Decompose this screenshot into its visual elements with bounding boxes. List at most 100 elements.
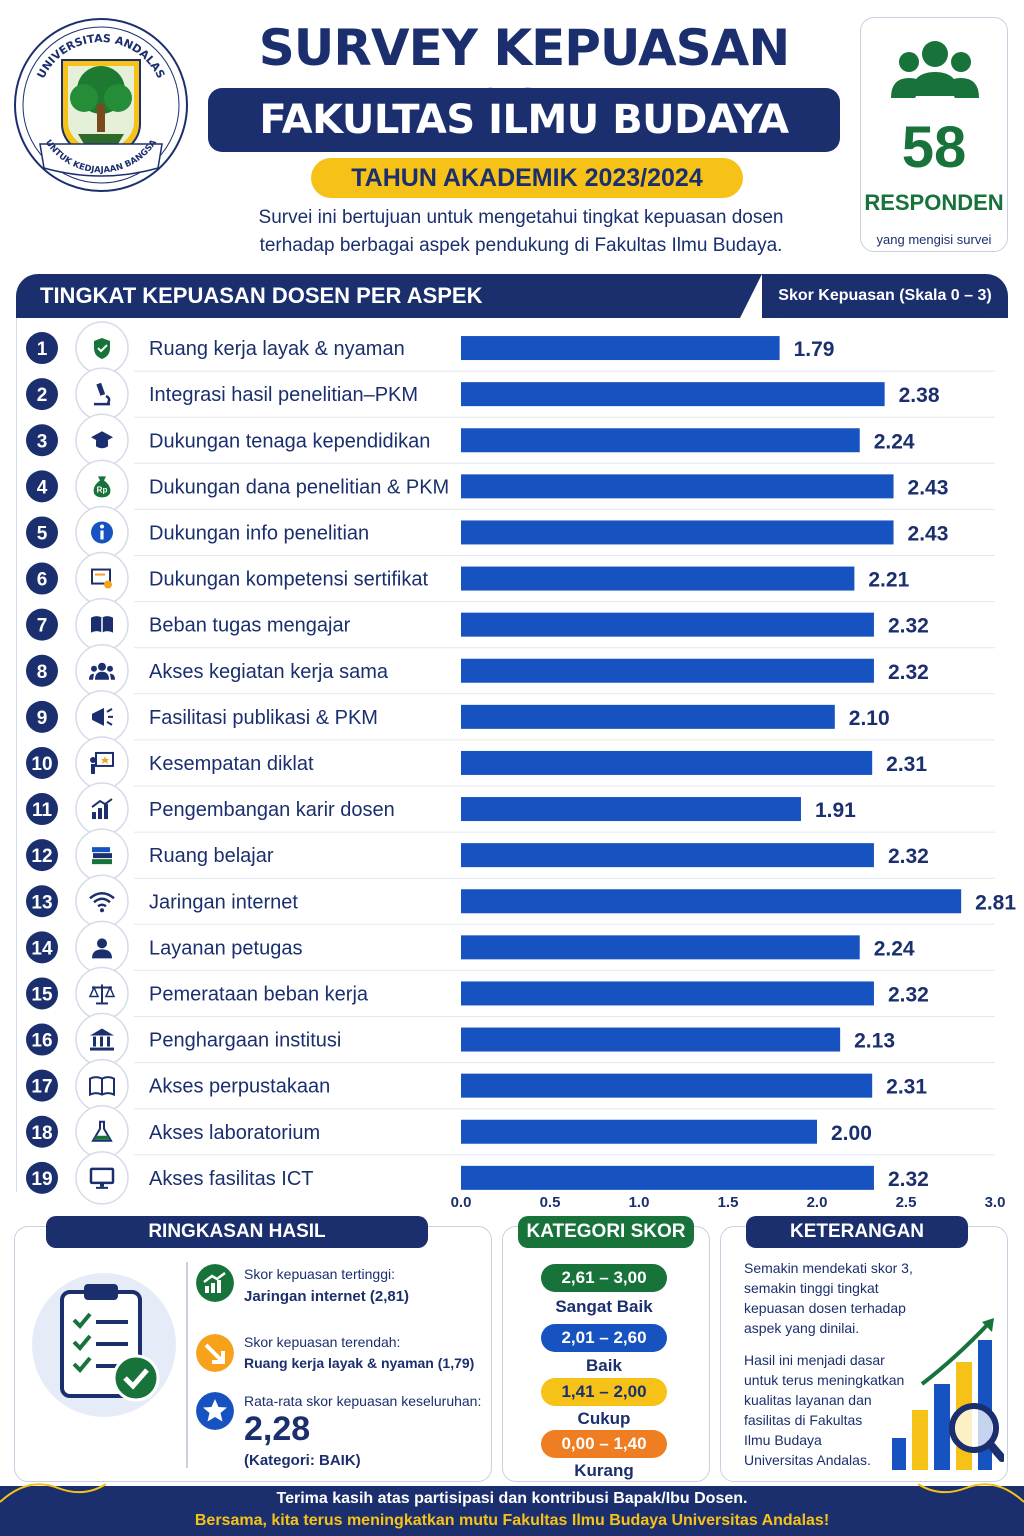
row-icon-circle (75, 1105, 129, 1159)
clipboard-check-icon (32, 1273, 176, 1417)
bar (461, 797, 801, 822)
category-label: Integrasi hasil penelitian–PKM (149, 384, 418, 406)
bar-value-label: 1.79 (794, 338, 835, 361)
bar (461, 566, 855, 591)
bar (461, 981, 874, 1006)
chart-frame (16, 318, 1008, 1192)
row-number: 8 (37, 662, 48, 683)
category-range-sangat-baik: 2,61 – 3,00 (541, 1264, 667, 1292)
average-score-category: (Kategori: BAIK) (244, 1452, 361, 1469)
category-label: Beban tugas mengajar (149, 615, 351, 637)
row-number-badge (26, 839, 58, 872)
bar-value-label: 2.81 (975, 891, 1016, 914)
notes-line-9: Ilmu Budaya (744, 1432, 822, 1448)
intro-text: Survei ini bertujuan untuk mengetahui ti… (216, 204, 826, 260)
scale-label: Skor Kepuasan (Skala 0 – 3) (764, 278, 1006, 314)
bar (461, 1165, 874, 1190)
respondents-count: 58 (901, 115, 967, 180)
row-number-badge (26, 1023, 58, 1056)
category-label: Dukungan dana penelitian & PKM (149, 476, 449, 498)
bar (461, 336, 780, 361)
bar-value-label: 1.91 (815, 799, 856, 822)
megaphone-icon (92, 707, 113, 726)
x-tick-label: 2.5 (896, 1194, 917, 1211)
notes-line-5: Hasil ini menjadi dasar (744, 1352, 885, 1368)
row-number: 2 (37, 385, 48, 406)
bar-value-label: 2.32 (888, 615, 929, 638)
category-label: Penghargaan institusi (149, 1030, 341, 1052)
row-number: 12 (31, 846, 52, 867)
row-number-badge (26, 885, 58, 918)
row-number: 15 (31, 984, 53, 1005)
notes-line-1: Semakin mendekati skor 3, (744, 1260, 913, 1276)
people-group-icon (891, 41, 979, 98)
bar-value-label: 2.13 (854, 1030, 895, 1053)
category-label: Akses laboratorium (149, 1122, 320, 1144)
row-number-badge (26, 977, 58, 1010)
category-label: Akses fasilitas ICT (149, 1168, 313, 1190)
trend-down-icon (196, 1334, 234, 1372)
respondents-label: RESPONDEN (864, 190, 1004, 215)
svg-text:Rp: Rp (97, 485, 108, 494)
row-number: 7 (37, 616, 48, 637)
academic-year-badge: TAHUN AKADEMIK 2023/2024 (311, 158, 743, 198)
bar-value-label: 2.24 (874, 430, 915, 453)
shield-check-icon (94, 338, 110, 360)
row-number-badge (26, 793, 58, 826)
category-label: Akses perpustakaan (149, 1076, 330, 1098)
bar-value-label: 2.32 (888, 983, 929, 1006)
category-label: Dukungan tenaga kependidikan (149, 430, 430, 452)
row-number-badge (26, 516, 58, 549)
bar-value-label: 2.31 (886, 753, 927, 776)
intro-line-2: terhadap berbagai aspek pendukung di Fak… (259, 235, 783, 256)
bar-value-label: 2.10 (849, 707, 890, 730)
row-number: 10 (31, 754, 52, 775)
highest-score-value: Jaringan internet (2,81) (244, 1288, 410, 1305)
footer-motto: Bersama, kita terus meningkatkan mutu Fa… (194, 1512, 830, 1529)
category-label-sangat-baik: Sangat Baik (555, 1297, 653, 1316)
row-number-badge (26, 470, 58, 503)
row-number-badge (26, 608, 58, 641)
notes-line-10: Universitas Andalas. (744, 1452, 871, 1468)
row-icon-circle (75, 1151, 129, 1205)
x-tick-label: 0.0 (451, 1194, 472, 1211)
bar-value-label: 2.24 (874, 937, 915, 960)
row-number-badge (26, 746, 58, 779)
row-number: 19 (31, 1169, 52, 1190)
bar (461, 658, 874, 683)
row-number: 13 (31, 892, 52, 913)
row-number: 14 (31, 938, 53, 959)
summary-divider (186, 1262, 188, 1468)
row-number-badge (26, 562, 58, 595)
bar-value-label: 2.43 (908, 522, 949, 545)
category-label: Kesempatan diklat (149, 753, 314, 775)
info-icon (91, 521, 113, 544)
notes-line-6: untuk terus meningkatkan (744, 1372, 905, 1388)
respondents-card: 58 RESPONDEN yang mengisi survei (860, 17, 1008, 252)
notes-line-2: semakin tinggi tingkat (744, 1280, 879, 1296)
bar-value-label: 2.00 (831, 1122, 872, 1145)
section-header-divider (736, 274, 762, 318)
row-number: 6 (37, 570, 48, 591)
category-range-baik: 2,01 – 2,60 (541, 1324, 667, 1352)
respondents-sub: yang mengisi survei (876, 232, 992, 247)
category-range-kurang: 0,00 – 1,40 (541, 1430, 667, 1458)
presentation-icon (90, 751, 114, 774)
x-tick-label: 3.0 (985, 1194, 1006, 1211)
row-number-badge (26, 700, 58, 733)
microscope-icon (94, 382, 111, 406)
row-number: 1 (37, 339, 48, 360)
notes-line-7: kualitas layanan dan (744, 1392, 872, 1408)
bar (461, 889, 962, 914)
bar (461, 935, 860, 960)
row-number: 17 (31, 1077, 52, 1098)
row-number-badge (26, 931, 58, 964)
book-icon (91, 616, 113, 633)
summary-title: RINGKASAN HASIL (46, 1216, 428, 1248)
x-tick-label: 0.5 (540, 1194, 561, 1211)
footer-thanks: Terima kasih atas partisipasi dan kontri… (276, 1490, 748, 1507)
notes-line-8: fasilitas di Fakultas (744, 1412, 863, 1428)
row-number: 3 (37, 431, 48, 452)
bar-value-label: 2.31 (886, 1076, 927, 1099)
left-ornament (0, 1483, 110, 1510)
